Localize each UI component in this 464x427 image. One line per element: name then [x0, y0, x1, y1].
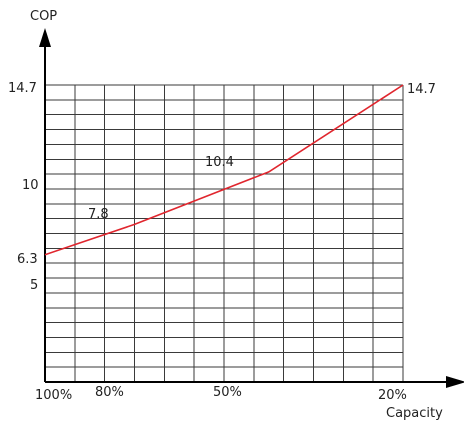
x-tick-label: 50% [213, 385, 242, 400]
data-label: 10.4 [205, 155, 234, 170]
y-tick-label: 10 [22, 178, 39, 193]
y-axis-label: COP [30, 9, 57, 24]
x-tick-label: 80% [95, 385, 124, 400]
series-line [44, 84, 404, 256]
x-tick-label: 20% [378, 388, 407, 403]
y-tick-label: 14.7 [8, 81, 37, 96]
y-tick-label: 5 [30, 278, 38, 293]
grid [44, 84, 404, 383]
x-axis-label: Capacity [386, 406, 443, 421]
data-label: 14.7 [407, 82, 436, 97]
x-axis-arrow [446, 376, 464, 388]
y-axis-arrow [39, 28, 51, 47]
x-tick-label: 100% [35, 388, 72, 403]
y-tick-label: 6.3 [17, 252, 38, 267]
data-label: 7.8 [88, 207, 109, 222]
